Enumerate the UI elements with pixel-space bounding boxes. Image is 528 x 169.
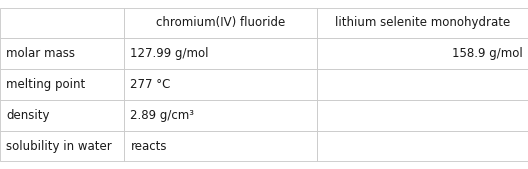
Text: melting point: melting point [6,78,86,91]
Text: solubility in water: solubility in water [6,140,112,152]
Text: lithium selenite monohydrate: lithium selenite monohydrate [335,17,510,29]
Bar [124,38,317,69]
Text: 277 °C: 277 °C [130,78,171,91]
Bar [317,38,528,69]
Bar [317,69,528,100]
Text: 127.99 g/mol: 127.99 g/mol [130,47,209,60]
Bar [317,8,528,38]
Bar [124,8,317,38]
Bar [317,100,528,131]
Bar [0,8,124,38]
Bar [0,131,124,161]
Text: density: density [6,109,50,122]
Text: 158.9 g/mol: 158.9 g/mol [452,47,523,60]
Text: molar mass: molar mass [6,47,76,60]
Text: reacts: reacts [130,140,167,152]
Bar [0,69,124,100]
Bar [124,131,317,161]
Bar [124,100,317,131]
Bar [317,131,528,161]
Text: 2.89 g/cm³: 2.89 g/cm³ [130,109,194,122]
Bar [0,100,124,131]
Bar [0,38,124,69]
Bar [124,69,317,100]
Text: chromium(IV) fluoride: chromium(IV) fluoride [156,17,285,29]
